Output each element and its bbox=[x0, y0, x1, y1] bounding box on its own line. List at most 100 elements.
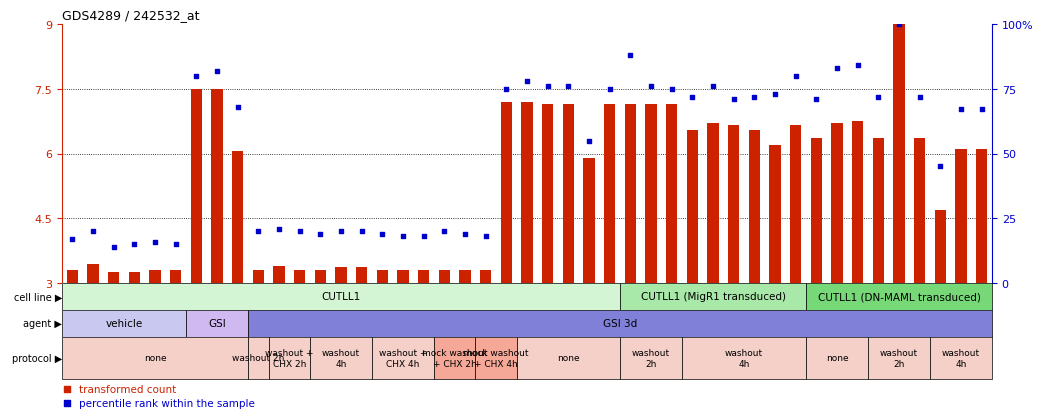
Bar bbox=[521, 102, 533, 283]
Point bbox=[726, 97, 742, 103]
Text: CUTLL1 (MigR1 transduced): CUTLL1 (MigR1 transduced) bbox=[641, 292, 785, 302]
Text: cell line ▶: cell line ▶ bbox=[14, 292, 62, 302]
Bar bbox=[955, 150, 966, 283]
Point bbox=[59, 386, 75, 393]
Bar bbox=[150, 271, 160, 283]
Text: none: none bbox=[557, 354, 580, 363]
Point bbox=[539, 84, 556, 90]
Bar bbox=[186, 310, 248, 337]
Bar bbox=[790, 126, 801, 283]
Bar bbox=[129, 273, 140, 283]
Bar bbox=[480, 271, 491, 283]
Text: GDS4289 / 242532_at: GDS4289 / 242532_at bbox=[62, 9, 200, 22]
Point bbox=[601, 86, 618, 93]
Text: washout
4h: washout 4h bbox=[942, 349, 980, 368]
Bar bbox=[435, 337, 475, 379]
Text: washout
2h: washout 2h bbox=[879, 349, 918, 368]
Point bbox=[787, 74, 804, 80]
Bar bbox=[868, 337, 930, 379]
Point bbox=[622, 52, 639, 59]
Bar bbox=[625, 104, 636, 283]
Bar bbox=[852, 122, 864, 283]
Point bbox=[456, 231, 473, 237]
Point bbox=[891, 21, 908, 28]
Point bbox=[705, 84, 721, 90]
Bar bbox=[475, 337, 516, 379]
Bar bbox=[542, 104, 554, 283]
Bar bbox=[460, 271, 471, 283]
Text: mock washout
+ CHX 2h: mock washout + CHX 2h bbox=[422, 349, 488, 368]
Text: mock washout
+ CHX 4h: mock washout + CHX 4h bbox=[463, 349, 529, 368]
Point bbox=[85, 228, 102, 235]
Bar bbox=[893, 25, 905, 283]
Bar bbox=[377, 271, 388, 283]
Point bbox=[560, 84, 577, 90]
Bar bbox=[191, 90, 202, 283]
Point bbox=[643, 84, 660, 90]
Point bbox=[333, 228, 350, 235]
Bar bbox=[356, 267, 367, 283]
Bar bbox=[67, 271, 79, 283]
Bar bbox=[248, 337, 269, 379]
Bar bbox=[620, 283, 806, 310]
Bar bbox=[500, 102, 512, 283]
Text: washout +
CHX 4h: washout + CHX 4h bbox=[379, 349, 427, 368]
Bar bbox=[810, 139, 822, 283]
Text: none: none bbox=[143, 354, 166, 363]
Bar bbox=[976, 150, 987, 283]
Point bbox=[106, 244, 122, 250]
Bar bbox=[516, 337, 620, 379]
Bar bbox=[682, 337, 806, 379]
Point bbox=[808, 97, 825, 103]
Point bbox=[250, 228, 267, 235]
Bar bbox=[294, 271, 306, 283]
Text: washout 2h: washout 2h bbox=[232, 354, 285, 363]
Point bbox=[974, 107, 990, 114]
Text: washout +
CHX 2h: washout + CHX 2h bbox=[265, 349, 314, 368]
Bar bbox=[62, 337, 248, 379]
Point bbox=[911, 94, 928, 101]
Bar bbox=[108, 273, 119, 283]
Text: protocol ▶: protocol ▶ bbox=[12, 353, 62, 363]
Bar bbox=[831, 124, 843, 283]
Bar bbox=[211, 90, 223, 283]
Bar bbox=[273, 266, 285, 283]
Point bbox=[828, 66, 845, 72]
Bar bbox=[232, 152, 243, 283]
Point bbox=[208, 68, 225, 75]
Bar bbox=[252, 271, 264, 283]
Bar bbox=[315, 271, 326, 283]
Text: GSI: GSI bbox=[208, 319, 226, 329]
Bar bbox=[708, 124, 718, 283]
Text: washout
2h: washout 2h bbox=[632, 349, 670, 368]
Point bbox=[766, 91, 783, 98]
Point bbox=[745, 94, 762, 101]
Bar bbox=[770, 145, 781, 283]
Text: none: none bbox=[826, 354, 848, 363]
Point bbox=[291, 228, 308, 235]
Point bbox=[270, 226, 287, 233]
Point bbox=[395, 233, 411, 240]
Point bbox=[374, 231, 391, 237]
Text: CUTLL1 (DN-MAML transduced): CUTLL1 (DN-MAML transduced) bbox=[818, 292, 980, 302]
Bar bbox=[335, 267, 347, 283]
Bar bbox=[269, 337, 310, 379]
Text: washout
4h: washout 4h bbox=[725, 349, 763, 368]
Point bbox=[229, 104, 246, 111]
Point bbox=[188, 74, 205, 80]
Bar bbox=[645, 104, 656, 283]
Point bbox=[953, 107, 970, 114]
Bar bbox=[418, 271, 429, 283]
Bar bbox=[248, 310, 992, 337]
Text: vehicle: vehicle bbox=[106, 319, 142, 329]
Bar bbox=[687, 131, 698, 283]
Point bbox=[581, 138, 598, 145]
Bar bbox=[397, 271, 408, 283]
Bar bbox=[930, 337, 992, 379]
Bar bbox=[170, 271, 181, 283]
Text: percentile rank within the sample: percentile rank within the sample bbox=[79, 398, 254, 408]
Text: transformed count: transformed count bbox=[79, 385, 176, 394]
Point bbox=[932, 164, 949, 170]
Point bbox=[59, 399, 75, 406]
Bar bbox=[806, 283, 992, 310]
